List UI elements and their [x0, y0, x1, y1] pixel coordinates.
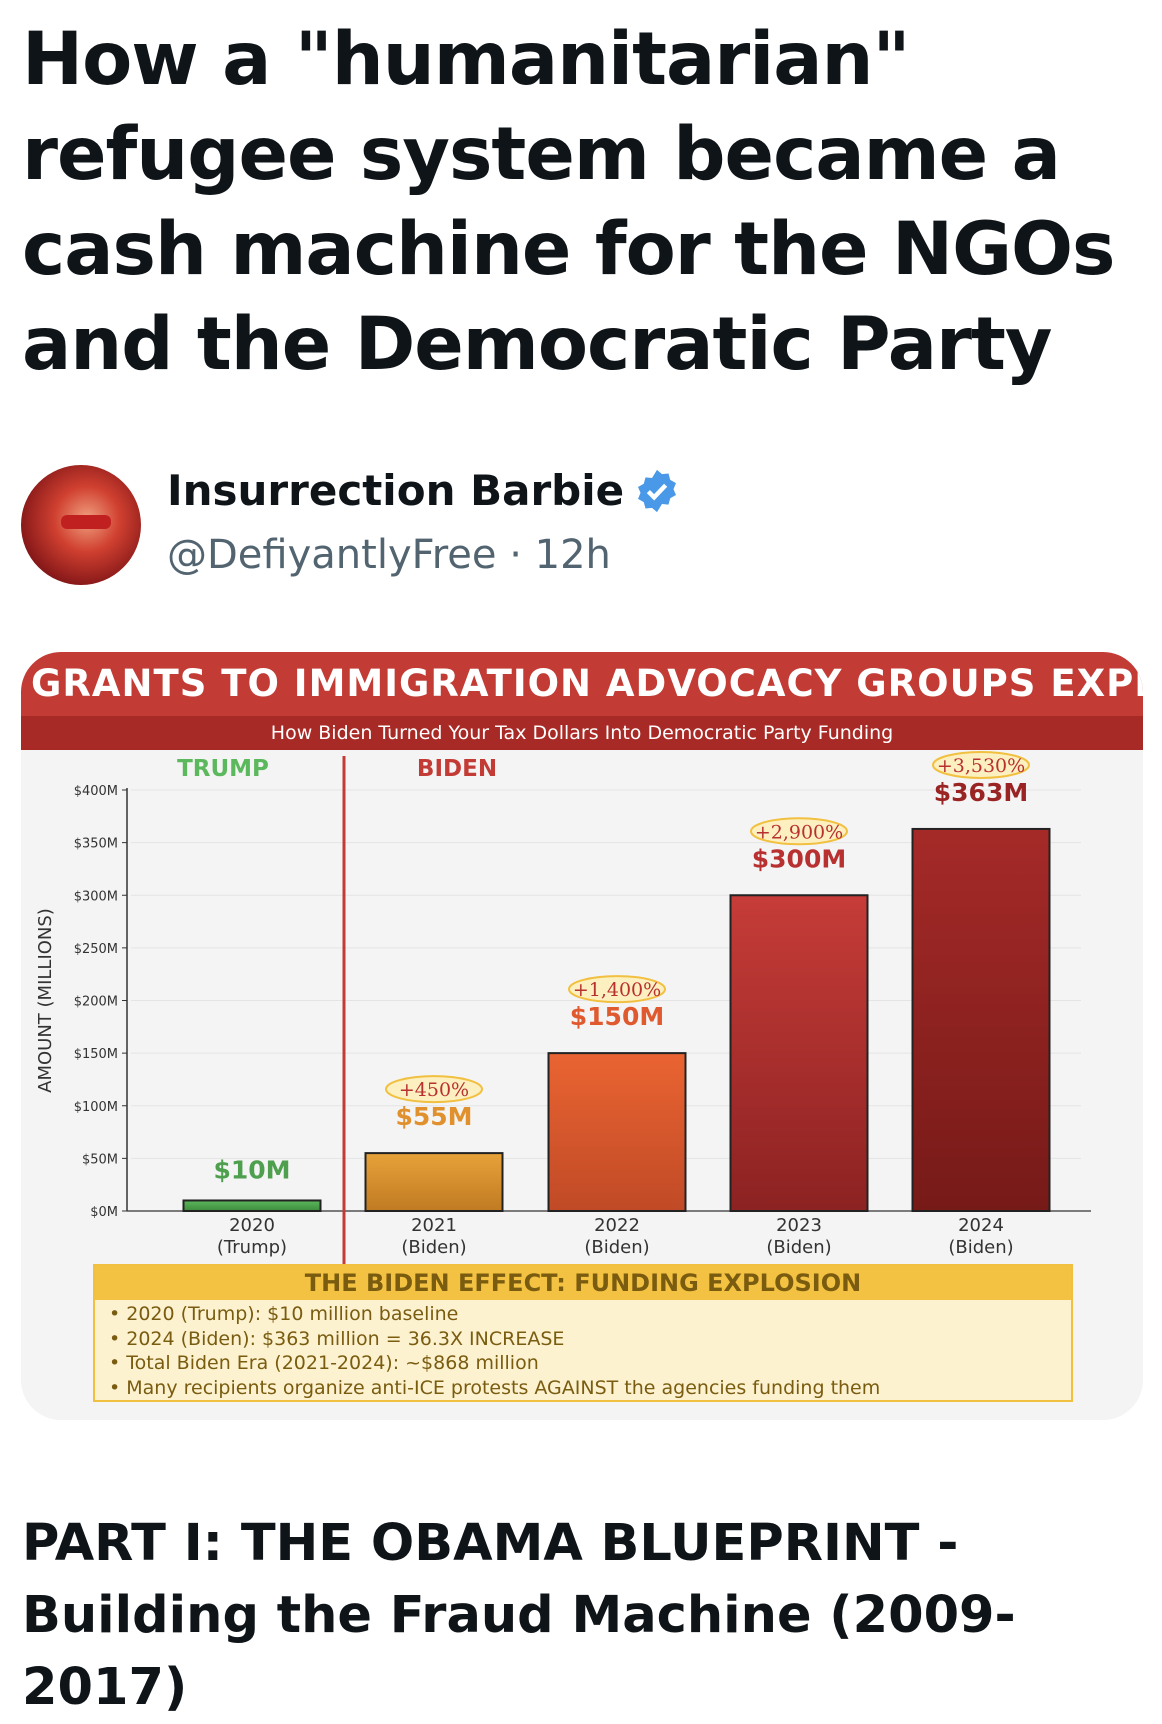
section-heading: PART I: THE OBAMA BLUEPRINT - Building t…	[22, 1508, 1152, 1724]
x-tick-label: 2022	[594, 1215, 640, 1236]
chart-image[interactable]: GRANTS TO IMMIGRATION ADVOCACY GROUPS EX…	[21, 652, 1143, 1420]
x-tick-era: (Biden)	[948, 1237, 1013, 1258]
value-label: $300M	[752, 844, 846, 873]
effect-bullet: • 2020 (Trump): $10 million baseline	[109, 1303, 459, 1325]
bar	[547, 1052, 687, 1212]
value-label: $10M	[213, 1155, 290, 1184]
x-tick-label: 2023	[776, 1215, 822, 1236]
pct-label: +2,900%	[755, 821, 843, 843]
effect-bullet: • Many recipients organize anti-ICE prot…	[109, 1376, 881, 1399]
era-label-trump: TRUMP	[177, 756, 269, 782]
x-tick-label: 2021	[411, 1215, 457, 1236]
y-tick-label: $250M	[74, 942, 118, 957]
y-tick-label: $350M	[74, 837, 118, 852]
x-tick-era: (Biden)	[401, 1237, 466, 1258]
pct-label: +3,530%	[937, 755, 1025, 777]
pct-badge	[932, 750, 1030, 779]
author-handle-line: @DefiyantlyFree · 12h	[167, 532, 611, 578]
x-tick-era: (Biden)	[766, 1237, 831, 1258]
value-label: $150M	[570, 1002, 664, 1031]
chart-subtitle: How Biden Turned Your Tax Dollars Into D…	[21, 716, 1143, 750]
section-heading-line: PART I: THE OBAMA BLUEPRINT -	[22, 1514, 959, 1573]
y-tick-label: $50M	[82, 1152, 118, 1167]
y-tick-label: $400M	[74, 784, 118, 799]
y-tick-label: $100M	[74, 1100, 118, 1115]
section-heading-line: Building the Fraud Machine (2009-2017)	[22, 1586, 1016, 1717]
pct-badge	[385, 1075, 483, 1104]
effect-heading: THE BIDEN EFFECT: FUNDING EXPLOSION	[95, 1266, 1071, 1300]
chart-title: GRANTS TO IMMIGRATION ADVOCACY GROUPS EX…	[21, 652, 1143, 716]
x-tick-label: 2024	[958, 1215, 1004, 1236]
bar	[911, 827, 1051, 1212]
x-tick-era: (Biden)	[584, 1237, 649, 1258]
effect-bullet: • Total Biden Era (2021-2024): ~$868 mil…	[109, 1352, 539, 1374]
pct-label: +450%	[399, 1079, 469, 1101]
avatar[interactable]	[21, 465, 141, 585]
value-label: $55M	[395, 1102, 472, 1131]
author-handle[interactable]: @DefiyantlyFree	[167, 532, 497, 578]
effect-bullet: • 2024 (Biden): $363 million = 36.3X INC…	[109, 1327, 565, 1350]
bar-chart: $0M $50M $100M $150M $200M $250M $300M $350M $40…	[35, 750, 1091, 1264]
author-name[interactable]: Insurrection Barbie	[167, 466, 680, 515]
pct-label: +1,400%	[573, 979, 661, 1001]
y-tick-label: $200M	[74, 995, 118, 1010]
x-tick-era: (Trump)	[217, 1237, 287, 1258]
pct-badge	[568, 975, 666, 1004]
bar	[182, 1199, 322, 1212]
era-label-biden: BIDEN	[417, 756, 497, 782]
effect-box: THE BIDEN EFFECT: FUNDING EXPLOSION • 20…	[93, 1264, 1073, 1402]
pct-badge	[750, 817, 848, 846]
value-label: $363M	[934, 778, 1028, 807]
y-tick-label: $0M	[90, 1205, 118, 1220]
y-tick-label: $150M	[74, 1047, 118, 1062]
x-tick-label: 2020	[229, 1215, 275, 1236]
y-tick-label: $300M	[74, 889, 118, 904]
article-title: How a "humanitarian" refugee system beca…	[22, 17, 1116, 387]
bar	[729, 894, 869, 1212]
y-axis-label: AMOUNT (MILLIONS)	[35, 908, 56, 1093]
bar	[364, 1152, 504, 1212]
author-name-text: Insurrection Barbie	[167, 466, 625, 515]
avatar-glasses	[61, 515, 111, 529]
verified-badge-icon	[638, 469, 677, 512]
separator: ·	[509, 532, 522, 578]
post-time[interactable]: 12h	[534, 532, 611, 578]
